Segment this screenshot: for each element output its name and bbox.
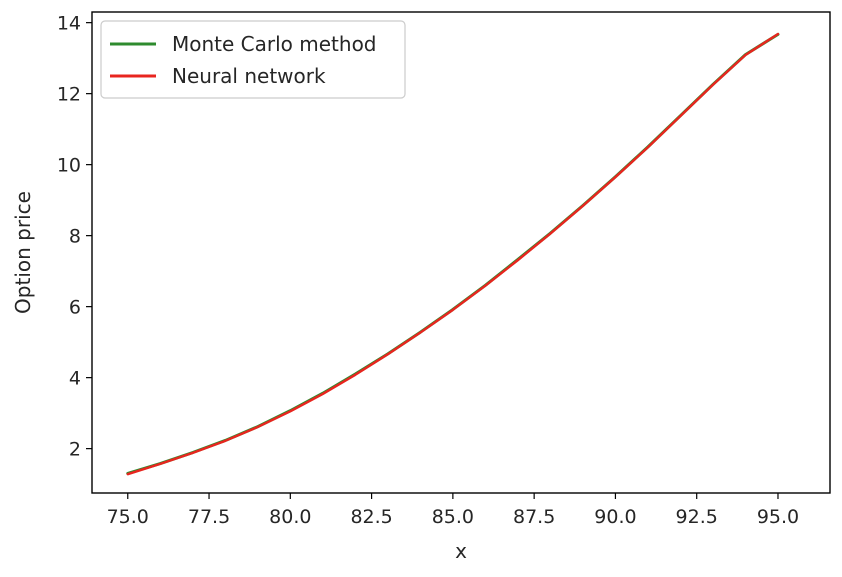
x-tick-label: 85.0 bbox=[432, 506, 474, 528]
series-line-2 bbox=[126, 32, 780, 476]
y-tick-label: 6 bbox=[69, 297, 81, 319]
y-axis: 2 4 6 8 10 12 14 bbox=[57, 13, 92, 461]
x-tick-label: 80.0 bbox=[269, 506, 311, 528]
y-tick-label: 14 bbox=[57, 13, 81, 35]
y-tick-label: 10 bbox=[57, 155, 81, 177]
x-axis-label: x bbox=[455, 539, 467, 563]
legend-label-1: Monte Carlo method bbox=[172, 32, 377, 56]
x-tick-label: 92.5 bbox=[676, 506, 718, 528]
x-tick-label: 95.0 bbox=[757, 506, 799, 528]
y-tick-label: 4 bbox=[69, 368, 81, 390]
x-tick-label: 77.5 bbox=[188, 506, 230, 528]
y-tick-label: 2 bbox=[69, 439, 81, 461]
x-axis: 75.0 77.5 80.0 82.5 85.0 87.5 90.0 92.5 95.0 bbox=[107, 493, 799, 528]
legend-label-2: Neural network bbox=[172, 64, 326, 88]
plot-frame bbox=[91, 11, 831, 494]
y-tick-label: 12 bbox=[57, 84, 81, 106]
legend: Monte Carlo method Neural network bbox=[100, 20, 406, 99]
x-tick-label: 87.5 bbox=[513, 506, 555, 528]
y-axis-label: Option price bbox=[11, 191, 35, 314]
x-tick-label: 82.5 bbox=[350, 506, 392, 528]
x-tick-label: 90.0 bbox=[594, 506, 636, 528]
y-tick-label: 8 bbox=[69, 226, 81, 248]
series-layer bbox=[126, 32, 780, 476]
x-tick-label: 75.0 bbox=[107, 506, 149, 528]
legend-box bbox=[100, 20, 406, 99]
